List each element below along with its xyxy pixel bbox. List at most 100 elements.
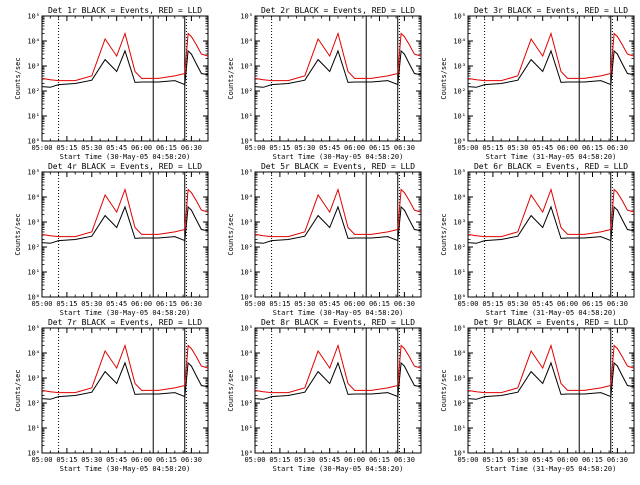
x-tick-label: 06:15	[156, 456, 177, 464]
x-tick-label: 05:00	[457, 144, 478, 152]
x-tick-label: 05:30	[294, 144, 315, 152]
x-tick-label: 05:15	[482, 144, 503, 152]
x-tick-label: 05:15	[482, 456, 503, 464]
panel-1: Det 1r BLACK = Events, RED = LLD 10⁰ 10¹ 10…	[14, 6, 209, 161]
y-tick-label: 10²	[240, 400, 253, 408]
panel-title: Det 4r BLACK = Events, RED = LLD	[48, 162, 202, 171]
y-tick-label: 10⁴	[27, 194, 40, 202]
y-tick-label: 10⁴	[240, 350, 253, 358]
y-tick-label: 10¹	[240, 425, 253, 433]
y-tick-label: 10³	[27, 219, 40, 227]
y-tick-label: 10⁰	[240, 294, 253, 302]
y-tick-label: 10⁴	[453, 194, 466, 202]
y-tick-label: 10²	[27, 88, 40, 96]
x-tick-label: 06:30	[607, 144, 628, 152]
series-lld-line	[467, 31, 635, 82]
series-lld-line	[467, 343, 635, 394]
y-axis-label: Counts/sec	[227, 57, 235, 99]
x-tick-label: 05:00	[31, 456, 52, 464]
series-events-line	[41, 49, 209, 88]
x-tick-label: 06:15	[156, 300, 177, 308]
y-tick-label: 10⁰	[453, 138, 466, 146]
x-axis-label: Start Time (31-May-05 04:58:20)	[486, 309, 617, 317]
y-tick-label: 10²	[453, 88, 466, 96]
panel-2: Det 2r BLACK = Events, RED = LLD 10⁰ 10¹ 10…	[227, 6, 422, 161]
x-tick-label: 05:30	[507, 456, 528, 464]
panel-9: Det 9r BLACK = Events, RED = LLD 10⁰ 10¹ 10…	[440, 318, 635, 473]
y-tick-label: 10⁵	[27, 13, 40, 21]
panel-title: Det 2r BLACK = Events, RED = LLD	[261, 6, 415, 15]
y-tick-label: 10⁵	[27, 325, 40, 333]
series-events-line	[254, 49, 422, 88]
x-tick-label: 05:45	[319, 144, 340, 152]
y-axis-label: Counts/sec	[440, 57, 448, 99]
x-tick-label: 06:15	[369, 300, 390, 308]
x-axis-label: Start Time (30-May-05 04:58:20)	[60, 153, 191, 161]
x-tick-label: 06:15	[582, 144, 603, 152]
panel-title: Det 7r BLACK = Events, RED = LLD	[48, 318, 202, 327]
y-tick-label: 10⁰	[453, 294, 466, 302]
y-tick-label: 10⁴	[27, 350, 40, 358]
y-tick-label: 10²	[453, 400, 466, 408]
y-tick-label: 10³	[453, 63, 466, 71]
panel-3: Det 3r BLACK = Events, RED = LLD 10⁰ 10¹ 10…	[440, 6, 635, 161]
x-tick-label: 05:00	[244, 144, 265, 152]
y-tick-label: 10⁰	[27, 294, 40, 302]
x-tick-label: 06:00	[131, 456, 152, 464]
series-events-line	[467, 49, 635, 88]
y-tick-label: 10⁰	[27, 450, 40, 458]
series-lld-line	[254, 31, 422, 82]
x-axis-label: Start Time (31-May-05 04:58:20)	[486, 153, 617, 161]
panel-8: Det 8r BLACK = Events, RED = LLD 10⁰ 10¹ 10…	[227, 318, 422, 473]
x-tick-label: 06:30	[607, 456, 628, 464]
y-tick-label: 10⁵	[453, 169, 466, 177]
x-tick-label: 06:00	[131, 300, 152, 308]
x-tick-label: 05:00	[457, 456, 478, 464]
x-tick-label: 05:45	[106, 144, 127, 152]
x-tick-label: 05:30	[81, 300, 102, 308]
y-tick-label: 10⁰	[453, 450, 466, 458]
panel-6: Det 6r BLACK = Events, RED = LLD 10⁰ 10¹ 10…	[440, 162, 635, 317]
series-events-line	[467, 361, 635, 400]
x-tick-label: 05:30	[81, 456, 102, 464]
y-axis-label: Counts/sec	[14, 213, 22, 255]
x-tick-label: 05:45	[319, 300, 340, 308]
x-tick-label: 06:00	[557, 144, 578, 152]
y-tick-label: 10³	[453, 375, 466, 383]
x-tick-label: 05:15	[269, 144, 290, 152]
y-tick-label: 10¹	[453, 425, 466, 433]
panel-5: Det 5r BLACK = Events, RED = LLD 10⁰ 10¹ 10…	[227, 162, 422, 317]
x-tick-label: 05:30	[507, 144, 528, 152]
y-tick-label: 10⁴	[453, 38, 466, 46]
series-events-line	[41, 205, 209, 244]
x-tick-label: 05:45	[532, 144, 553, 152]
x-tick-label: 05:45	[532, 456, 553, 464]
y-axis-label: Counts/sec	[14, 57, 22, 99]
y-axis-label: Counts/sec	[227, 213, 235, 255]
x-tick-label: 06:30	[394, 300, 415, 308]
y-tick-label: 10⁵	[453, 325, 466, 333]
x-tick-label: 05:15	[56, 144, 77, 152]
x-tick-label: 05:45	[106, 456, 127, 464]
y-tick-label: 10⁰	[27, 138, 40, 146]
x-tick-label: 05:45	[319, 456, 340, 464]
y-tick-label: 10²	[27, 244, 40, 252]
x-tick-label: 06:00	[344, 456, 365, 464]
x-tick-label: 05:15	[269, 456, 290, 464]
series-lld-line	[254, 343, 422, 394]
y-tick-label: 10¹	[240, 113, 253, 121]
y-tick-label: 10²	[240, 244, 253, 252]
y-tick-label: 10⁰	[240, 138, 253, 146]
x-tick-label: 06:30	[394, 144, 415, 152]
x-tick-label: 05:15	[482, 300, 503, 308]
x-tick-label: 05:00	[31, 144, 52, 152]
x-axis-label: Start Time (30-May-05 04:58:20)	[273, 153, 404, 161]
x-axis-label: Start Time (30-May-05 04:58:20)	[273, 309, 404, 317]
x-axis-label: Start Time (30-May-05 04:58:20)	[273, 465, 404, 473]
series-events-line	[467, 205, 635, 244]
y-tick-label: 10¹	[27, 113, 40, 121]
series-lld-line	[254, 187, 422, 238]
x-axis-label: Start Time (30-May-05 04:58:20)	[60, 309, 191, 317]
x-tick-label: 05:00	[244, 300, 265, 308]
